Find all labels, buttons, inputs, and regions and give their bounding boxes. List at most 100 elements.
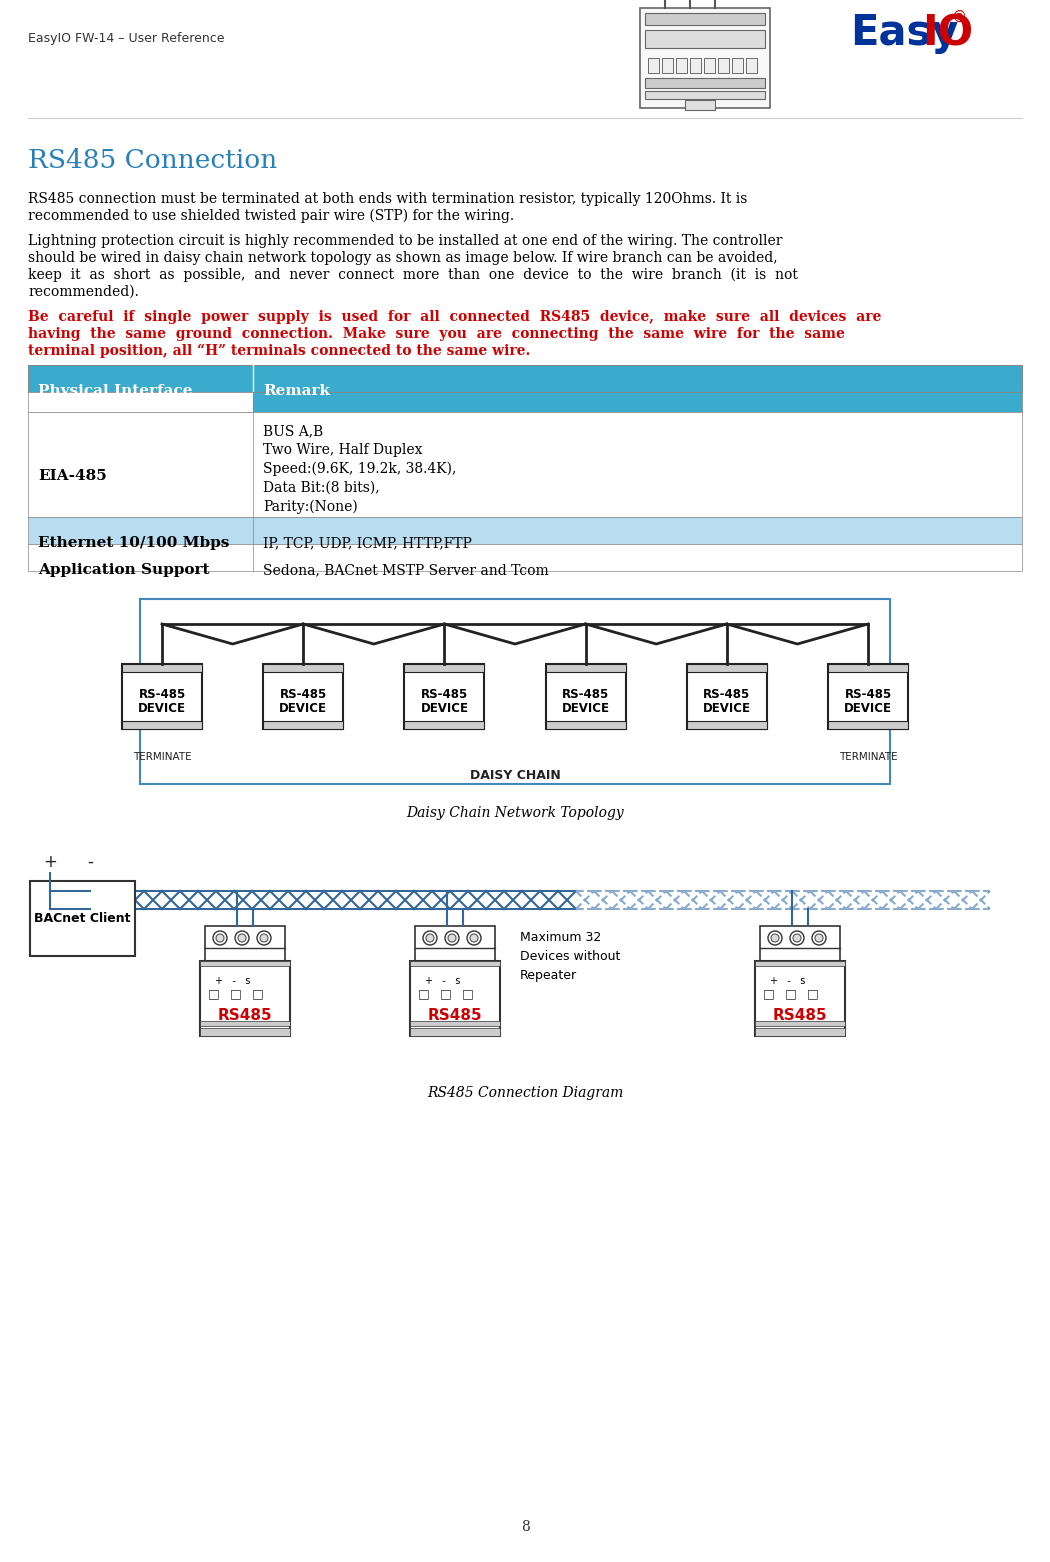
Bar — [746, 58, 757, 73]
Circle shape — [216, 934, 224, 942]
Text: TERMINATE: TERMINATE — [839, 751, 898, 762]
Text: DEVICE: DEVICE — [138, 703, 186, 715]
Circle shape — [470, 934, 478, 942]
Text: □: □ — [462, 987, 474, 1001]
Bar — [648, 58, 659, 73]
Text: Be  careful  if  single  power  supply  is  used  for  all  connected  RS485  de: Be careful if single power supply is use… — [28, 309, 881, 323]
Text: RS-485: RS-485 — [704, 687, 751, 700]
Circle shape — [235, 931, 249, 945]
Text: DEVICE: DEVICE — [562, 703, 610, 715]
Bar — [546, 664, 626, 729]
Circle shape — [423, 931, 437, 945]
Text: ®: ® — [952, 9, 967, 25]
Bar — [645, 91, 765, 98]
Bar — [760, 926, 840, 961]
Bar — [687, 722, 766, 729]
Circle shape — [213, 931, 227, 945]
Bar — [264, 664, 343, 729]
Bar — [732, 58, 743, 73]
Bar — [828, 722, 908, 729]
Bar — [410, 961, 500, 1036]
Text: RS485 Connection: RS485 Connection — [28, 148, 277, 173]
Bar — [122, 664, 202, 672]
Bar — [200, 961, 290, 1036]
Text: RS-485: RS-485 — [562, 687, 609, 700]
Circle shape — [793, 934, 801, 942]
Bar — [122, 664, 202, 729]
Text: TERMINATE: TERMINATE — [132, 751, 191, 762]
Bar — [140, 598, 890, 784]
Text: +   -   s: + - s — [215, 976, 250, 986]
Text: Easy: Easy — [850, 12, 959, 55]
Text: □: □ — [763, 987, 775, 1001]
Text: recommended).: recommended). — [28, 284, 139, 298]
Bar — [690, 58, 701, 73]
Bar — [28, 366, 1022, 392]
Circle shape — [448, 934, 456, 942]
Bar — [200, 1028, 290, 1036]
Text: RS485 connection must be terminated at both ends with termination resistor, typi: RS485 connection must be terminated at b… — [28, 192, 748, 206]
Text: Devices without: Devices without — [520, 950, 621, 964]
Circle shape — [815, 934, 823, 942]
Text: should be wired in daisy chain network topology as shown as image below. If wire: should be wired in daisy chain network t… — [28, 251, 778, 266]
Text: +: + — [43, 853, 57, 872]
Circle shape — [467, 931, 481, 945]
Bar — [410, 1028, 500, 1036]
Text: □: □ — [230, 987, 242, 1001]
Text: □: □ — [252, 987, 264, 1001]
Bar — [28, 412, 1022, 517]
Text: DEVICE: DEVICE — [702, 703, 751, 715]
Bar — [28, 392, 253, 412]
Bar — [687, 664, 766, 672]
Bar — [718, 58, 729, 73]
Circle shape — [445, 931, 459, 945]
Circle shape — [260, 934, 268, 942]
Text: RS485 Connection Diagram: RS485 Connection Diagram — [427, 1086, 623, 1100]
Text: DEVICE: DEVICE — [420, 703, 468, 715]
Text: IP, TCP, UDP, ICMP, HTTP,FTP: IP, TCP, UDP, ICMP, HTTP,FTP — [262, 536, 471, 550]
Text: Remark: Remark — [262, 384, 330, 398]
Text: Parity:(None): Parity:(None) — [262, 500, 358, 514]
Text: RS-485: RS-485 — [279, 687, 327, 700]
Bar — [755, 961, 845, 1036]
Text: Physical Interface: Physical Interface — [38, 384, 192, 398]
Text: RS485: RS485 — [427, 1009, 482, 1023]
Bar — [676, 58, 687, 73]
Text: Ethernet 10/100 Mbps: Ethernet 10/100 Mbps — [38, 536, 229, 550]
Circle shape — [812, 931, 826, 945]
Text: RS-485: RS-485 — [421, 687, 468, 700]
Bar — [253, 392, 1022, 412]
Text: Data Bit:(8 bits),: Data Bit:(8 bits), — [262, 481, 380, 495]
Text: recommended to use shielded twisted pair wire (STP) for the wiring.: recommended to use shielded twisted pair… — [28, 209, 514, 223]
Text: terminal position, all “H” terminals connected to the same wire.: terminal position, all “H” terminals con… — [28, 344, 530, 358]
Text: RS485: RS485 — [773, 1009, 827, 1023]
Text: Maximum 32: Maximum 32 — [520, 931, 602, 943]
Text: IO: IO — [922, 12, 973, 55]
Circle shape — [238, 934, 246, 942]
Bar — [200, 961, 290, 965]
Circle shape — [790, 931, 804, 945]
Bar — [685, 100, 715, 109]
Circle shape — [768, 931, 782, 945]
Bar — [264, 722, 343, 729]
Bar — [404, 664, 484, 729]
Bar — [828, 664, 908, 729]
Text: Sedona, BACnet MSTP Server and Tcom: Sedona, BACnet MSTP Server and Tcom — [262, 562, 549, 576]
Bar — [645, 30, 765, 48]
Bar — [404, 722, 484, 729]
Text: RS-485: RS-485 — [139, 687, 186, 700]
Text: Lightning protection circuit is highly recommended to be installed at one end of: Lightning protection circuit is highly r… — [28, 234, 782, 248]
Circle shape — [426, 934, 434, 942]
Bar — [404, 664, 484, 672]
Bar — [264, 664, 343, 672]
Bar — [410, 961, 500, 965]
Text: RS-485: RS-485 — [844, 687, 891, 700]
Bar — [687, 664, 766, 729]
Bar — [755, 961, 845, 965]
Text: DEVICE: DEVICE — [844, 703, 892, 715]
Text: DAISY CHAIN: DAISY CHAIN — [469, 769, 561, 783]
Bar — [704, 58, 715, 73]
Bar — [828, 664, 908, 672]
Bar — [28, 544, 1022, 572]
Bar — [205, 926, 285, 961]
